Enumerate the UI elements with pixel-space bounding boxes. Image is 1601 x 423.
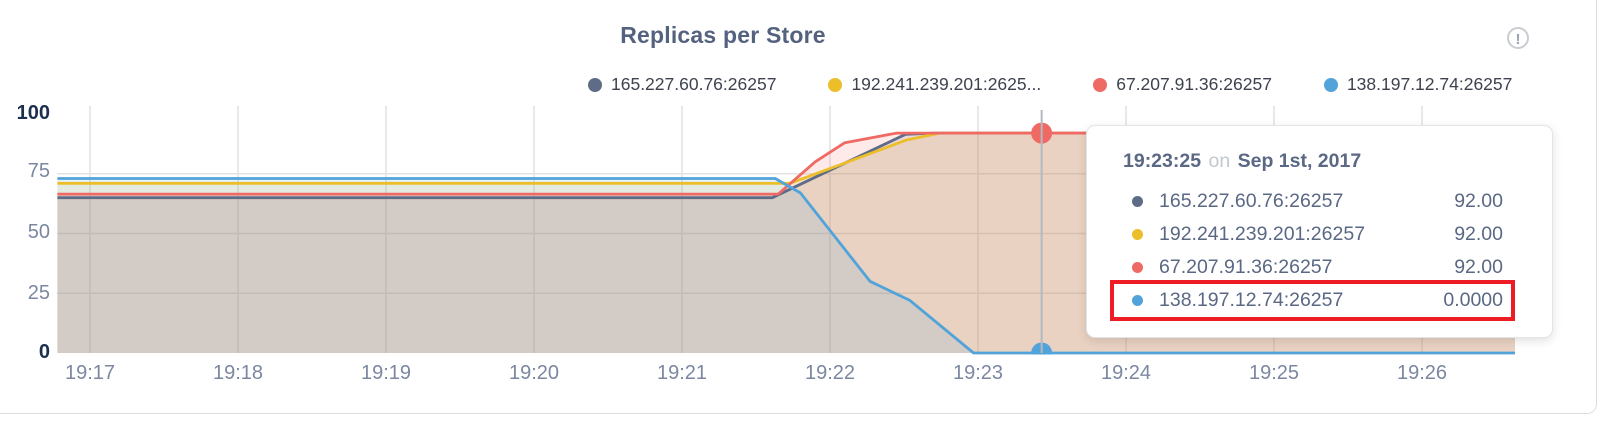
y-tick-label: 50	[27, 221, 50, 243]
series-dot-icon	[1132, 196, 1143, 207]
legend-dot-icon	[1323, 77, 1338, 92]
tooltip-rows: 165.227.60.76:26257 92.00 192.241.239.201:…	[1087, 183, 1552, 321]
series-line-2	[57, 131, 1515, 196]
series-value: 92.00	[1454, 256, 1503, 278]
y-tick-label: 25	[27, 282, 50, 304]
series-dot-icon	[1132, 295, 1143, 306]
x-tick-label: 19:18	[212, 362, 264, 384]
legend-label: 192.241.239.201:2625...	[851, 74, 1042, 94]
series-dot-icon	[1132, 229, 1143, 240]
legend-dot-icon	[828, 77, 843, 92]
tooltip-on-word: on	[1208, 150, 1231, 172]
series-area-3	[57, 178, 1515, 353]
x-tick-label: 19:25	[1248, 362, 1300, 384]
legend-label: 138.197.12.74:26257	[1346, 74, 1513, 94]
legend-item-2[interactable]: 67.207.91.36:26257	[1093, 74, 1272, 95]
series-name: 138.197.12.74:26257	[1159, 289, 1344, 311]
legend-label: 165.227.60.76:26257	[611, 74, 777, 94]
x-tick-label: 19:24	[1100, 362, 1152, 384]
series-line-3	[57, 177, 1515, 355]
tooltip-header: 19:23:25 on Sep 1st, 2017	[1087, 126, 1552, 183]
x-tick-label: 19:17	[64, 362, 116, 384]
x-tick-label: 19:21	[656, 362, 708, 384]
y-tick-label: 75	[27, 160, 50, 182]
x-tick-label: 19:26	[1396, 362, 1448, 384]
series-name: 67.207.91.36:26257	[1159, 256, 1333, 278]
x-tick-label: 19:20	[508, 362, 560, 384]
tooltip-row: 192.241.239.201:26257 92.00	[1114, 218, 1511, 251]
legend-dot-icon	[1093, 77, 1108, 92]
x-tick-label: 19:19	[360, 362, 412, 384]
legend-item-3[interactable]: 138.197.12.74:26257	[1323, 74, 1513, 95]
tooltip-date: Sep 1st, 2017	[1237, 150, 1362, 172]
x-tick-label: 19:22	[804, 362, 856, 384]
legend: 165.227.60.76:26257 192.241.239.201:2625.…	[588, 74, 1512, 95]
tooltip-row: 67.207.91.36:26257 92.00	[1114, 251, 1511, 284]
info-icon[interactable]: !	[1507, 27, 1529, 49]
tooltip-time: 19:23:25	[1123, 150, 1202, 172]
series-value: 92.00	[1454, 223, 1503, 245]
chart-title: Replicas per Store	[620, 22, 826, 48]
hover-tooltip: 19:23:25 on Sep 1st, 2017 165.227.60.76:…	[1086, 125, 1553, 338]
x-tick-label: 19:23	[952, 362, 1004, 384]
series-value: 0.0000	[1443, 289, 1503, 311]
tooltip-row: 165.227.60.76:26257 92.00	[1114, 185, 1511, 218]
series-name: 165.227.60.76:26257	[1159, 190, 1344, 212]
series-name: 192.241.239.201:26257	[1159, 223, 1366, 245]
tooltip-row-highlighted: 138.197.12.74:26257 0.0000	[1110, 280, 1515, 321]
y-tick-label: 0	[38, 341, 50, 363]
legend-item-1[interactable]: 192.241.239.201:2625...	[828, 74, 1041, 95]
info-glyph: !	[1515, 31, 1521, 48]
legend-label: 67.207.91.36:26257	[1116, 74, 1272, 94]
legend-item-0[interactable]: 165.227.60.76:26257	[588, 74, 776, 95]
y-tick-label: 100	[16, 102, 50, 124]
series-value: 92.00	[1454, 190, 1503, 212]
series-dot-icon	[1132, 262, 1143, 273]
legend-dot-icon	[588, 77, 602, 92]
